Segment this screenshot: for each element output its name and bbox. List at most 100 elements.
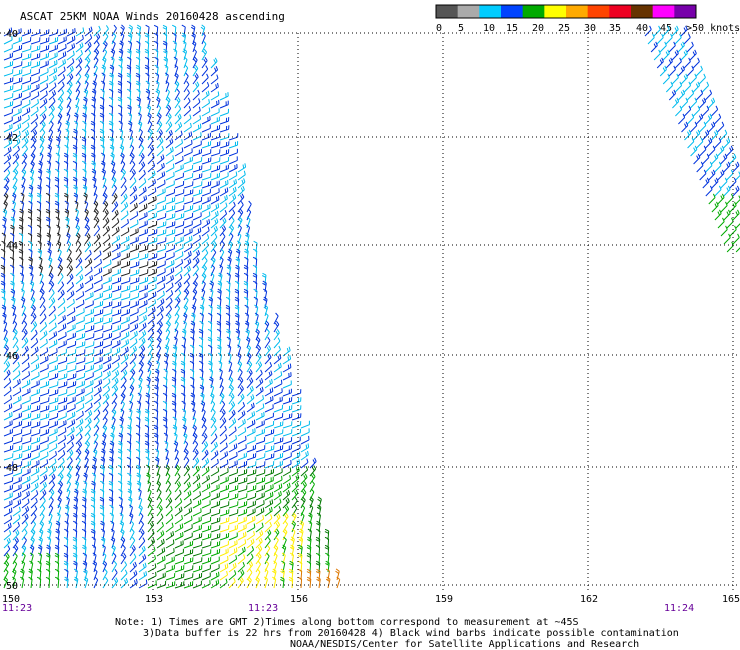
wind-barb	[282, 405, 293, 413]
wind-barb	[75, 42, 84, 53]
wind-barb	[219, 400, 226, 413]
wind-barb	[39, 405, 50, 413]
wind-barb	[693, 153, 701, 165]
wind-barb	[57, 74, 66, 85]
wind-barb	[273, 404, 283, 413]
wind-barb	[57, 331, 67, 341]
wind-barb	[210, 180, 220, 189]
wind-barb	[210, 384, 215, 397]
wind-barb	[156, 154, 165, 165]
wind-barb	[165, 229, 176, 237]
wind-barb	[174, 139, 183, 149]
wind-barb	[3, 560, 10, 573]
time-labels: 11:23 11:23 11:24	[2, 603, 694, 614]
wind-barb	[20, 280, 25, 293]
wind-barb	[201, 272, 207, 285]
wind-barb	[56, 224, 61, 237]
wind-barb	[273, 490, 282, 501]
wind-barb	[690, 145, 698, 157]
wind-barb	[75, 34, 84, 45]
wind-barb	[165, 197, 176, 205]
wind-barb	[192, 257, 200, 269]
wind-barb	[57, 427, 67, 437]
wind-barb	[82, 184, 88, 197]
wind-barb	[93, 292, 103, 301]
wind-barb	[110, 528, 115, 541]
wind-barb	[30, 68, 40, 77]
wind-barb	[30, 137, 37, 149]
wind-barb	[21, 145, 29, 157]
wind-barb	[75, 395, 85, 405]
wind-barb	[316, 576, 321, 589]
wind-barb	[57, 488, 63, 501]
wind-barb	[228, 376, 234, 389]
wind-barb	[3, 52, 13, 61]
wind-barb	[255, 515, 265, 525]
wind-barb	[695, 89, 704, 101]
wind-barb	[720, 129, 728, 141]
wind-barb	[138, 186, 147, 197]
wind-barb	[156, 188, 166, 197]
wind-barb	[39, 98, 48, 109]
wind-barb	[102, 40, 108, 53]
wind-barb	[84, 395, 93, 405]
wind-barb	[39, 474, 48, 485]
wind-barb	[111, 309, 122, 317]
wind-barb	[120, 277, 131, 285]
wind-barb	[102, 184, 108, 197]
legend-label: 15	[506, 23, 518, 34]
wind-barb	[201, 424, 207, 437]
wind-barb	[111, 362, 120, 373]
wind-barb	[246, 419, 256, 429]
wind-barb	[30, 321, 38, 333]
wind-barb	[200, 24, 206, 37]
wind-barb	[165, 80, 170, 93]
wind-barb	[110, 536, 116, 549]
wind-barb	[75, 324, 85, 333]
wind-barb	[111, 332, 121, 341]
wind-barb	[210, 467, 220, 477]
wind-barb	[237, 393, 245, 405]
wind-barb	[165, 497, 173, 509]
wind-barb	[201, 441, 209, 453]
wind-barb	[137, 488, 142, 501]
wind-barb	[111, 260, 121, 269]
wind-barb	[93, 386, 102, 397]
wind-barb	[291, 389, 302, 397]
wind-barb	[84, 333, 95, 341]
wind-barb	[210, 233, 218, 245]
wind-barb	[210, 441, 218, 453]
wind-barb	[39, 330, 48, 341]
wind-barb	[75, 274, 84, 285]
wind-barb	[66, 388, 76, 397]
wind-barb	[93, 216, 100, 229]
wind-barb	[192, 499, 202, 509]
wind-barb	[129, 392, 134, 405]
wind-barb	[192, 115, 202, 125]
wind-barb	[192, 524, 202, 533]
wind-barb	[228, 141, 239, 149]
wind-barb	[219, 384, 224, 397]
wind-barb	[120, 308, 130, 317]
wind-barb	[102, 340, 112, 349]
wind-barb	[48, 389, 59, 397]
wind-barb	[12, 395, 22, 405]
wind-barb	[39, 45, 50, 53]
wind-barb	[3, 131, 13, 141]
wind-barb	[93, 200, 99, 213]
wind-barb	[138, 545, 146, 557]
wind-barb	[659, 65, 667, 77]
wind-barb	[21, 61, 32, 69]
wind-barb	[300, 450, 309, 461]
wind-barb	[174, 259, 184, 269]
wind-barb	[237, 410, 246, 421]
wind-barb	[210, 579, 220, 589]
wind-barb	[48, 481, 56, 493]
wind-barb	[183, 507, 193, 517]
wind-barb	[138, 169, 146, 181]
wind-barb	[183, 448, 189, 461]
wind-barb	[246, 352, 252, 365]
wind-barb	[237, 485, 248, 493]
wind-barb	[192, 457, 200, 469]
wind-barb	[129, 177, 137, 189]
